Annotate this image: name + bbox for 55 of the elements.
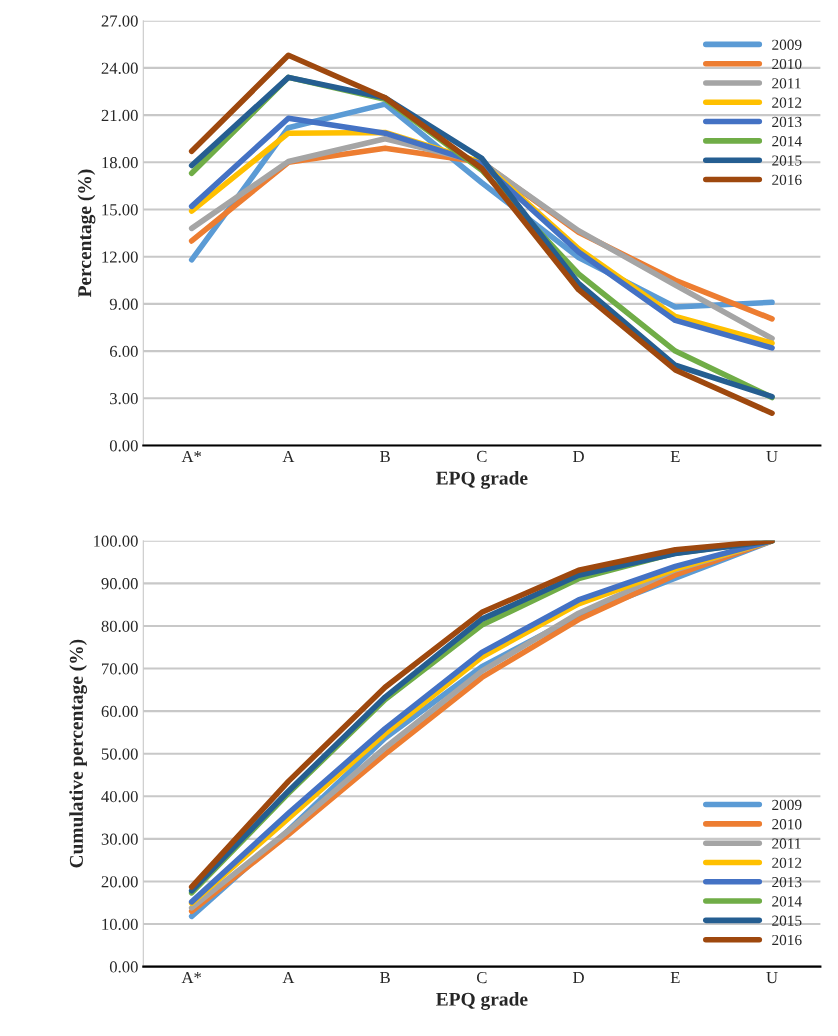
y-tick-label: 12.00: [102, 251, 138, 263]
y-axis-title: Cumulative percentage (%): [69, 639, 88, 868]
x-tick-label: A*: [181, 450, 202, 462]
y-axis-title: Percentage (%): [77, 169, 96, 298]
x-tick-label: B: [380, 972, 390, 984]
y-tick-label: 27.00: [101, 15, 138, 27]
y-tick-label: 80.00: [101, 620, 138, 632]
legend-label: 2011: [772, 838, 801, 849]
legend-label: 2015: [772, 915, 802, 926]
legend-label: 2016: [772, 934, 802, 946]
y-tick-label: 70.00: [102, 663, 138, 675]
y-tick-label: 10.00: [102, 918, 138, 931]
legend-label: 2011: [772, 78, 801, 89]
legend-label: 2016: [772, 174, 802, 185]
y-tick-label: 30.00: [101, 833, 138, 845]
legend-label: 2012: [772, 857, 802, 868]
y-tick-label: 24.00: [101, 62, 138, 74]
y-tick-label: 18.00: [102, 157, 138, 169]
y-tick-label: 100.00: [94, 535, 138, 547]
x-tick-label: B: [380, 450, 390, 462]
y-tick-label: 90.00: [101, 578, 138, 590]
x-tick-label: D: [573, 972, 584, 984]
legend-label: 2012: [772, 97, 802, 108]
y-tick-label: 3.00: [110, 392, 138, 405]
legend-label: 2013: [772, 876, 802, 888]
x-tick-label: C: [476, 450, 487, 463]
legend-label: 2010: [772, 58, 802, 70]
x-tick-label: D: [573, 450, 584, 462]
x-axis-title: EPQ grade: [436, 471, 528, 489]
y-tick-label: 40.00: [101, 790, 138, 803]
x-tick-label: A*: [181, 972, 202, 984]
x-tick-label: E: [670, 972, 680, 984]
legend-label: 2010: [772, 819, 802, 830]
legend-label: 2014: [772, 136, 802, 147]
legend-label: 2014: [772, 896, 802, 907]
y-tick-label: 6.00: [109, 345, 138, 358]
x-tick-label: E: [670, 450, 680, 462]
x-tick-label: C: [476, 971, 487, 984]
x-tick-label: A: [282, 450, 295, 462]
y-tick-label: 9.00: [109, 298, 138, 310]
y-tick-label: 50.00: [101, 748, 138, 760]
y-tick-label: 0.00: [109, 440, 138, 452]
x-axis-title: EPQ grade: [436, 992, 528, 1010]
y-tick-label: 0.00: [109, 961, 138, 973]
x-tick-label: A: [282, 972, 295, 984]
legend-label: 2009: [772, 799, 802, 811]
y-tick-label: 20.00: [101, 876, 138, 888]
legend-label: 2009: [772, 39, 802, 50]
x-tick-label: U: [766, 972, 778, 984]
y-tick-label: 21.00: [101, 109, 138, 122]
legend-label: 2015: [772, 155, 802, 166]
y-tick-label: 15.00: [102, 204, 138, 216]
y-tick-label: 60.00: [101, 705, 138, 718]
legend-label: 2013: [772, 116, 802, 128]
x-tick-label: U: [766, 450, 778, 463]
